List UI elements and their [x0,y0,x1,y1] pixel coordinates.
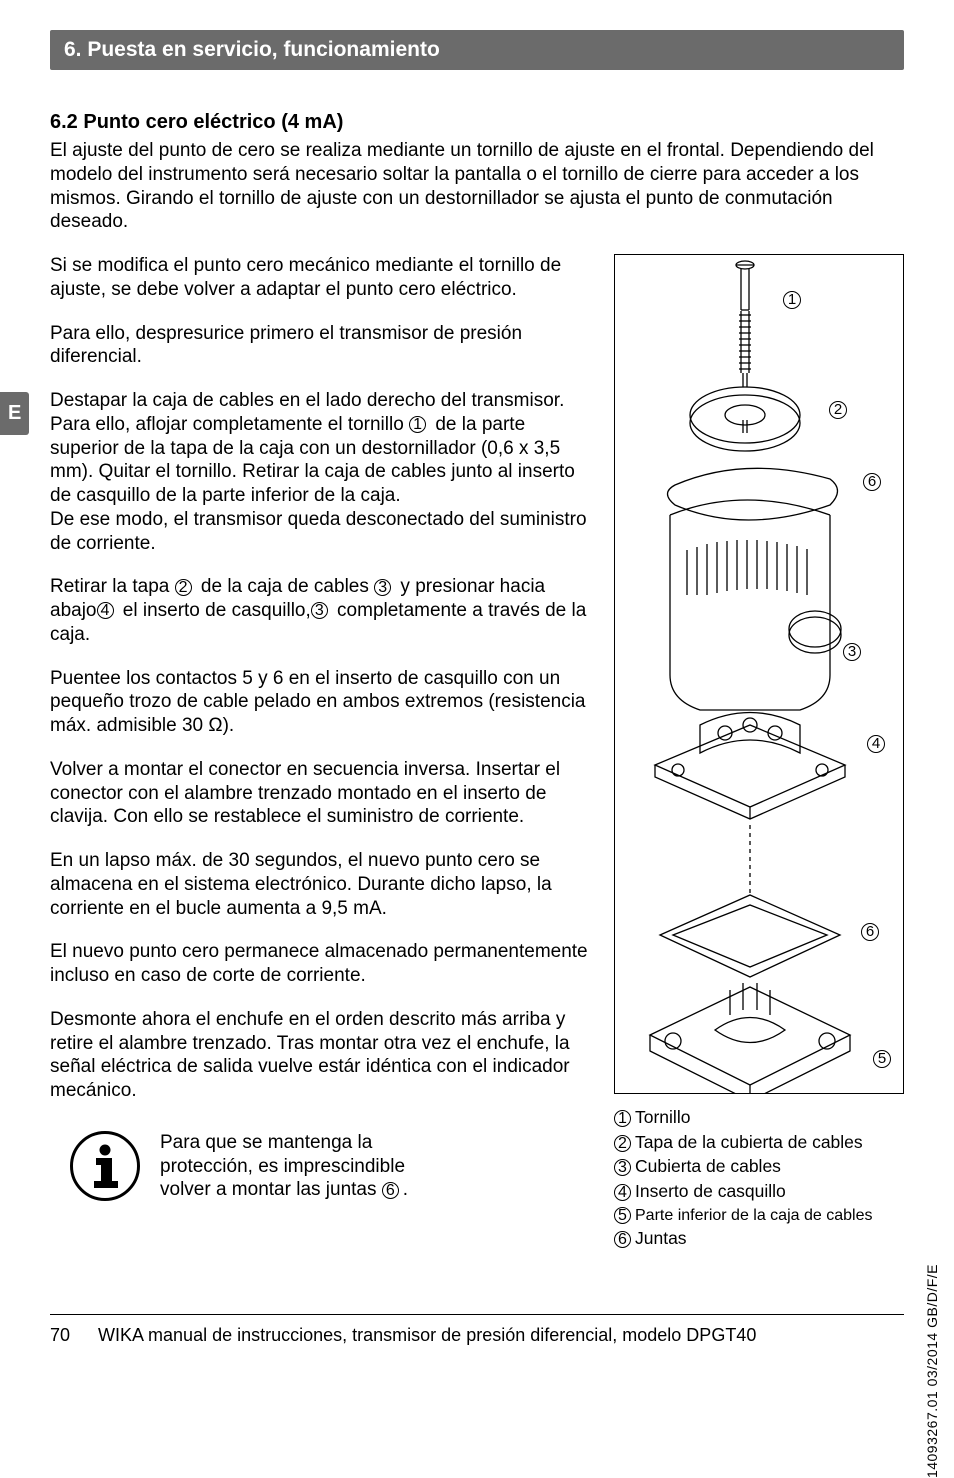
figure-label-1: 1 [783,291,801,309]
figure-label-6: 6 [863,473,881,491]
paragraph: El nuevo punto cero permanece almacenado… [50,940,596,988]
paragraph: En un lapso máx. de 30 segundos, el nuev… [50,849,596,920]
figure-label-2: 2 [829,401,847,419]
exploded-diagram: 1 2 6 3 4 6 5 [614,254,904,1094]
section-header-text: 6. Puesta en servicio, funcionamiento [64,38,440,61]
section-header: 6. Puesta en servicio, funcionamiento [50,30,904,70]
figure-label-3: 3 [843,643,861,661]
paragraph: Retirar la tapa 2 de la caja de cables 3… [50,575,596,646]
paragraph: Para ello, despresurice primero el trans… [50,322,596,370]
figure-label-5: 5 [873,1050,891,1068]
ref-marker-4: 4 [97,602,114,619]
ref-marker-6: 6 [382,1182,399,1199]
ref-marker-3: 3 [374,579,391,596]
language-tab: E [0,392,29,435]
subsection-heading: 6.2 Punto cero eléctrico (4 mA) [50,110,904,135]
paragraph: Si se modifica el punto cero mecánico me… [50,254,596,302]
footer-text: WIKA manual de instrucciones, transmisor… [98,1325,756,1346]
ref-marker-3: 3 [311,602,328,619]
paragraph: Destapar la caja de cables en el lado de… [50,389,596,555]
document-code: 14093267.01 03/2014 GB/D/F/E [924,1264,940,1478]
info-icon [70,1131,140,1201]
info-note-text: Para que se mantenga la protección, es i… [160,1131,460,1202]
paragraph: Volver a montar el conector en secuencia… [50,758,596,829]
figure-legend: 1Tornillo 2Tapa de la cubierta de cables… [614,1106,904,1251]
figure-label-4: 4 [867,735,885,753]
paragraph: Desmonte ahora el enchufe en el orden de… [50,1008,596,1103]
paragraph: Puentee los contactos 5 y 6 en el insert… [50,667,596,738]
intro-paragraph: El ajuste del punto de cero se realiza m… [50,139,904,234]
page-footer: 70 WIKA manual de instrucciones, transmi… [50,1314,904,1346]
info-note: Para que se mantenga la protección, es i… [50,1131,596,1202]
page-number: 70 [50,1325,70,1346]
figure-label-6: 6 [861,923,879,941]
ref-marker-2: 2 [175,579,192,596]
ref-marker-1: 1 [409,416,426,433]
